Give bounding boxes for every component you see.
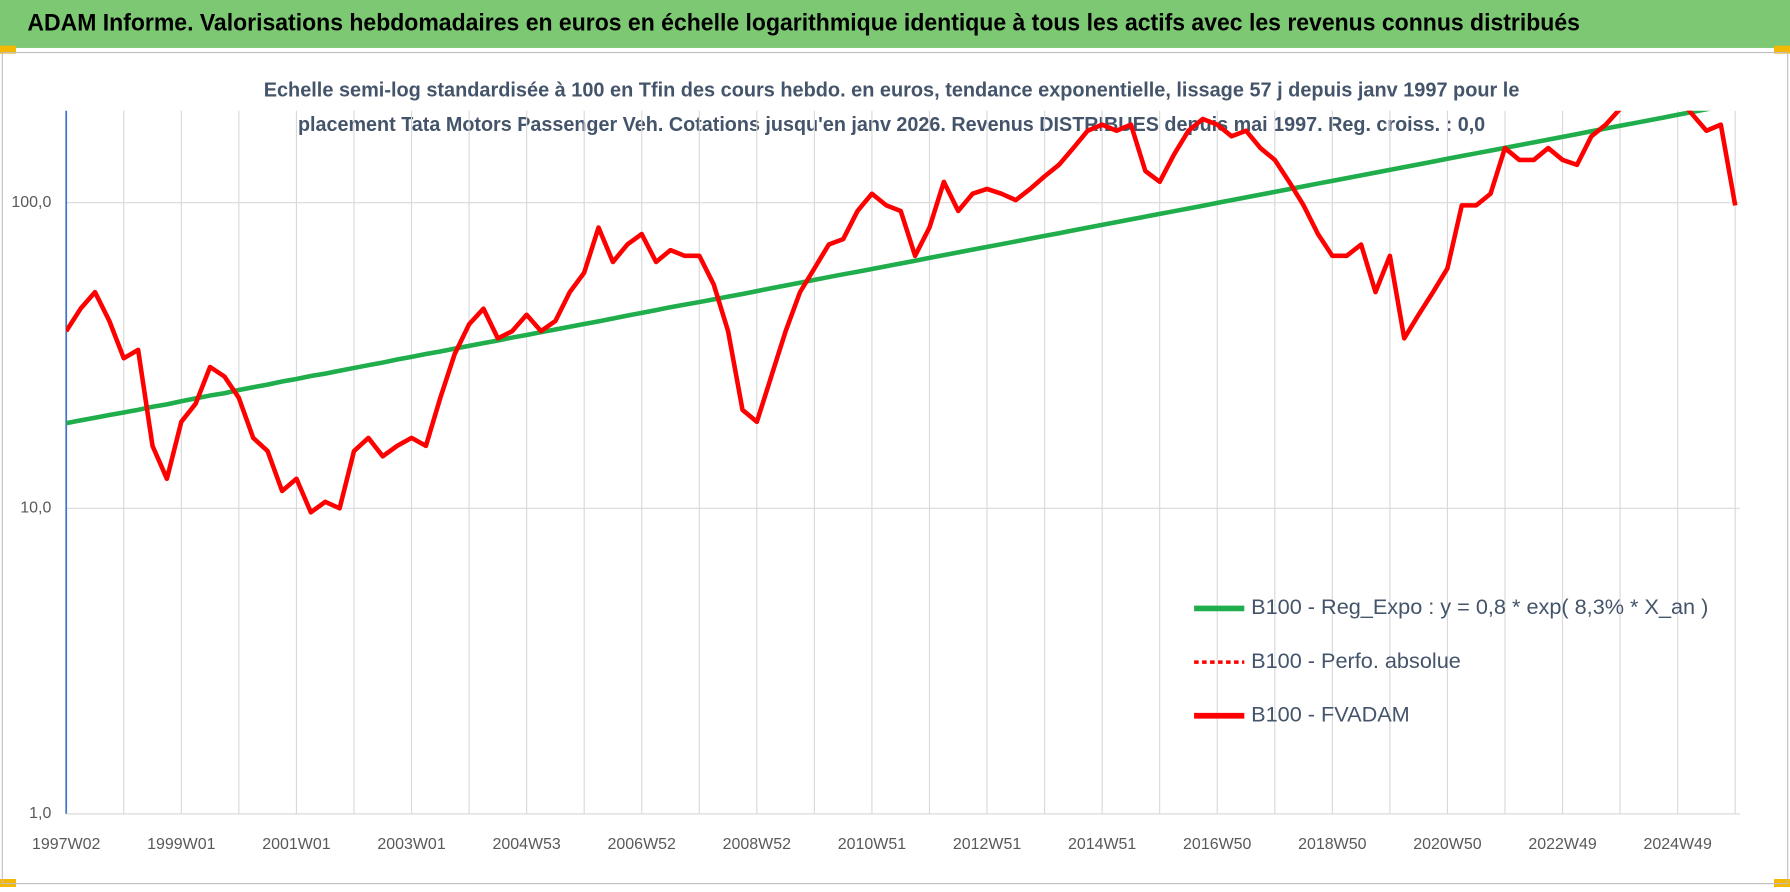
corner (1774, 45, 1790, 54)
x-tick-label: 2003W01 (377, 836, 445, 853)
corner (0, 45, 16, 54)
title-bar (0, 0, 1790, 48)
plot-area (66, 110, 1738, 515)
y-tick-label: 1,0 (29, 805, 51, 822)
x-tick-label: 2024W49 (1643, 836, 1711, 853)
legend-label: B100 - Perfo. absolue (1251, 648, 1461, 673)
x-tick-label: 2004W53 (492, 836, 560, 853)
x-tick-label: 2014W51 (1068, 836, 1136, 853)
x-tick-label: 2022W49 (1528, 836, 1596, 853)
x-tick-label: 2006W52 (608, 836, 676, 853)
series-line (66, 110, 1738, 515)
x-tick-label: 1997W02 (32, 836, 100, 853)
legend-label: B100 - Reg_Expo : y = 0,8 * exp( 8,3% * … (1251, 594, 1708, 619)
series-line (66, 110, 1711, 426)
x-tick-label: 2020W50 (1413, 836, 1481, 853)
x-tick-label: 1999W01 (147, 836, 215, 853)
x-tick-label: 2010W51 (838, 836, 906, 853)
y-tick-label: 100,0 (11, 194, 51, 211)
subtitle: placement Tata Motors Passenger Veh. Cot… (298, 113, 1485, 136)
chart-title: ADAM Informe. Valorisations hebdomadaire… (27, 9, 1580, 36)
x-tick-label: 2001W01 (262, 836, 330, 853)
x-tick-label: 2012W51 (953, 836, 1021, 853)
x-tick-label: 2008W52 (723, 836, 791, 853)
subtitle: Echelle semi-log standardisée à 100 en T… (264, 79, 1520, 102)
x-tick-label: 2018W50 (1298, 836, 1366, 853)
frame (1, 51, 1789, 885)
legend-label: B100 - FVADAM (1251, 701, 1410, 726)
y-tick-label: 10,0 (20, 500, 51, 517)
x-tick-label: 2016W50 (1183, 836, 1251, 853)
